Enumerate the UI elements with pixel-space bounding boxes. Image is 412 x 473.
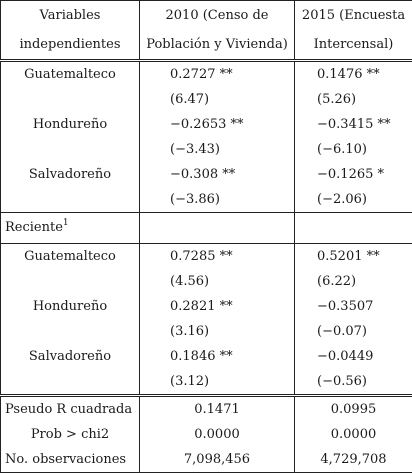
coef-2010: 0.1846 ** [140, 344, 295, 369]
table-row: Salvadoreño −0.308 ** −0.1265 * [1, 162, 412, 187]
header-variables-line1: Variables [1, 1, 140, 31]
coef-2010: −0.2653 ** [140, 112, 295, 137]
tstat-2015: (−6.10) [295, 137, 412, 162]
table-row: (4.56) (6.22) [1, 269, 412, 294]
table-row: Guatemalteco 0.2727 ** 0.1476 ** [1, 61, 412, 88]
stat-label: Pseudo R cuadrada [1, 396, 140, 423]
row-label: Hondureño [1, 294, 140, 319]
coef-2015: 0.5201 ** [295, 244, 412, 270]
tstat-2015: (−2.06) [295, 187, 412, 213]
stat-2015: 4,729,708 [295, 447, 412, 473]
header-row-2: independientes Población y Vivienda) Int… [1, 30, 412, 61]
header-2015-line1: 2015 (Encuesta [295, 1, 412, 31]
section-title: Reciente1 [1, 213, 140, 244]
coef-2015: −0.3415 ** [295, 112, 412, 137]
tstat-2010: (3.12) [140, 369, 295, 396]
coef-2015: 0.1476 ** [295, 61, 412, 88]
tstat-2010: (4.56) [140, 269, 295, 294]
header-2015-line2: Intercensal) [295, 30, 412, 61]
table-row: Guatemalteco 0.7285 ** 0.5201 ** [1, 244, 412, 270]
coef-2010: 0.2821 ** [140, 294, 295, 319]
stat-2015: 0.0000 [295, 422, 412, 447]
tstat-2010: (−3.86) [140, 187, 295, 213]
tstat-2010: (6.47) [140, 87, 295, 112]
stats-row: No. observaciones 7,098,456 4,729,708 [1, 447, 412, 473]
coef-2015: −0.0449 [295, 344, 412, 369]
tstat-2010: (−3.43) [140, 137, 295, 162]
section-title-row: Reciente1 [1, 213, 412, 244]
table-row: (−3.43) (−6.10) [1, 137, 412, 162]
row-label: Hondureño [1, 112, 140, 137]
coef-2010: 0.2727 ** [140, 61, 295, 88]
header-variables-line2: independientes [1, 30, 140, 61]
row-label: Guatemalteco [1, 244, 140, 270]
table-row: Hondureño −0.2653 ** −0.3415 ** [1, 112, 412, 137]
stat-2010: 7,098,456 [140, 447, 295, 473]
row-label: Salvadoreño [1, 344, 140, 369]
table-row: (3.12) (−0.56) [1, 369, 412, 396]
stat-label: No. observaciones [1, 447, 140, 473]
row-label: Salvadoreño [1, 162, 140, 187]
table-row: (−3.86) (−2.06) [1, 187, 412, 213]
stat-label: Prob > chi2 [1, 422, 140, 447]
stat-2010: 0.0000 [140, 422, 295, 447]
footnote-marker: 1 [63, 218, 69, 228]
table-row: (6.47) (5.26) [1, 87, 412, 112]
row-label: Guatemalteco [1, 61, 140, 88]
header-row-1: Variables 2010 (Censo de 2015 (Encuesta [1, 1, 412, 31]
table-row: Hondureño 0.2821 ** −0.3507 [1, 294, 412, 319]
table-row: Salvadoreño 0.1846 ** −0.0449 [1, 344, 412, 369]
coef-2010: −0.308 ** [140, 162, 295, 187]
stats-row: Prob > chi2 0.0000 0.0000 [1, 422, 412, 447]
tstat-2015: (−0.56) [295, 369, 412, 396]
header-2010-line2: Población y Vivienda) [140, 30, 295, 61]
tstat-2015: (5.26) [295, 87, 412, 112]
coef-2015: −0.3507 [295, 294, 412, 319]
stat-2015: 0.0995 [295, 396, 412, 423]
tstat-2015: (−0.07) [295, 319, 412, 344]
table-row: (3.16) (−0.07) [1, 319, 412, 344]
coef-2010: 0.7285 ** [140, 244, 295, 270]
stats-row: Pseudo R cuadrada 0.1471 0.0995 [1, 396, 412, 423]
tstat-2010: (3.16) [140, 319, 295, 344]
stat-2010: 0.1471 [140, 396, 295, 423]
tstat-2015: (6.22) [295, 269, 412, 294]
coef-2015: −0.1265 * [295, 162, 412, 187]
header-2010-line1: 2010 (Censo de [140, 1, 295, 31]
